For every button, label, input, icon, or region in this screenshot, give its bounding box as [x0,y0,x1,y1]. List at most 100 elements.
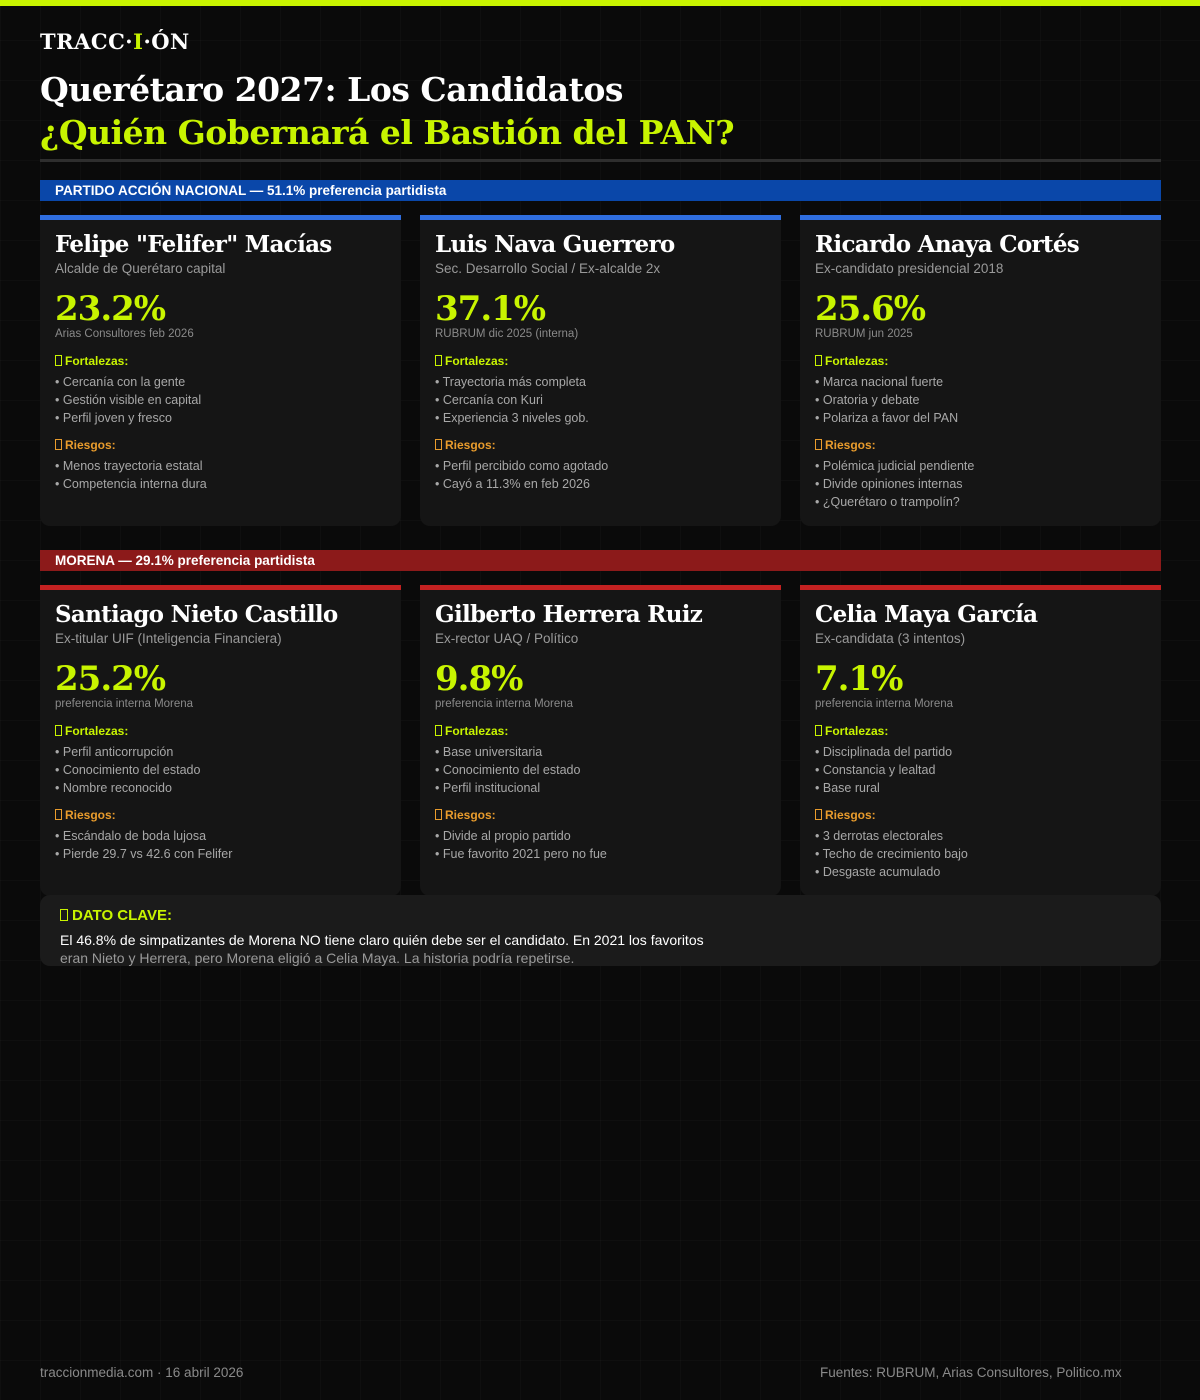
strengths-list: Disciplinada del partido Constancia y le… [815,743,952,797]
list-item: Desgaste acumulado [815,863,968,881]
list-item: Polémica judicial pendiente [815,457,974,475]
candidate-role: Sec. Desarrollo Social / Ex-alcalde 2x [435,261,661,276]
list-item: Pierde 29.7 vs 42.6 con Felifer [55,845,233,863]
party-banner-morena: MORENA — 29.1% preferencia partidista [40,550,1161,571]
strengths-list: Marca nacional fuerte Oratoria y debate … [815,373,958,427]
risks-heading: Riesgos: [815,438,876,452]
candidate-role: Ex-rector UAQ / Político [435,631,579,646]
list-item: Base rural [815,779,952,797]
risks-list: Perfil percibido como agotado Cayó a 11.… [435,457,608,493]
poll-source: RUBRUM dic 2025 (interna) [435,328,579,340]
list-item: Conocimiento del estado [55,761,201,779]
key-fact-icon [60,909,68,921]
strengths-icon [55,725,62,736]
risks-heading: Riesgos: [55,438,116,452]
candidate-card-herrera: Gilberto Herrera Ruiz Ex-rector UAQ / Po… [420,585,781,896]
list-item: Cayó a 11.3% en feb 2026 [435,475,608,493]
list-item: Polariza a favor del PAN [815,409,958,427]
strengths-icon [815,725,822,736]
strengths-heading: Fortalezas: [435,354,508,368]
candidate-percentage: 23.2% [55,289,166,329]
warning-icon [55,439,62,450]
header-divider [40,159,1161,162]
footer-site-date: traccionmedia.com · 16 abril 2026 [40,1365,244,1380]
candidate-name: Luis Nava Guerrero [435,231,675,258]
card-accent [800,585,1161,590]
risks-heading: Riesgos: [815,808,876,822]
strengths-heading: Fortalezas: [815,354,888,368]
list-item: Divide al propio partido [435,827,607,845]
card-accent [800,215,1161,220]
poll-source: preferencia interna Morena [815,698,954,710]
risks-heading: Riesgos: [435,438,496,452]
list-item: Escándalo de boda lujosa [55,827,232,845]
warning-icon [435,439,442,450]
list-item: Experiencia 3 niveles gob. [435,409,589,427]
candidate-role: Ex-candidato presidencial 2018 [815,261,1004,276]
strengths-icon [435,725,442,736]
strengths-list: Cercanía con la gente Gestión visible en… [55,373,201,427]
warning-icon [815,439,822,450]
card-accent [40,215,401,220]
list-item: Base universitaria [435,743,580,761]
list-item: Perfil anticorrupción [55,743,200,761]
risks-heading: Riesgos: [435,808,496,822]
risks-list: Escándalo de boda lujosa Pierde 29.7 vs … [55,827,233,863]
card-accent [420,585,781,590]
list-item: Trayectoria más completa [435,373,589,391]
poll-source: preferencia interna Morena [55,698,194,710]
footer-sources: Fuentes: RUBRUM, Arias Consultores, Poli… [820,1365,1122,1380]
key-fact-line-2: eran Nieto y Herrera, pero Morena eligió… [60,950,575,966]
page-title: Querétaro 2027: Los Candidatos [40,70,623,109]
list-item: Perfil institucional [435,779,580,797]
brand-logo: TRACC·I·ÓN [40,29,190,54]
strengths-list: Trayectoria más completa Cercanía con Ku… [435,373,589,427]
candidate-percentage: 25.6% [815,289,926,329]
candidate-role: Ex-titular UIF (Inteligencia Financiera) [55,631,282,646]
candidate-name: Santiago Nieto Castillo [55,601,338,628]
list-item: Disciplinada del partido [815,743,952,761]
risks-heading: Riesgos: [55,808,116,822]
warning-icon [815,809,822,820]
warning-icon [435,809,442,820]
candidate-name: Ricardo Anaya Cortés [815,231,1080,258]
risks-list: 3 derrotas electorales Techo de crecimie… [815,827,968,881]
list-item: 3 derrotas electorales [815,827,968,845]
candidate-role: Alcalde de Querétaro capital [55,261,226,276]
candidate-card-nava: Luis Nava Guerrero Sec. Desarrollo Socia… [420,215,781,526]
list-item: Gestión visible en capital [55,391,201,409]
poll-source: Arias Consultores feb 2026 [55,328,194,340]
list-item: Fue favorito 2021 pero no fue [435,845,607,863]
candidate-card-anaya: Ricardo Anaya Cortés Ex-candidato presid… [800,215,1161,526]
list-item: Cercanía con la gente [55,373,201,391]
candidate-percentage: 9.8% [435,659,523,699]
list-item: Perfil joven y fresco [55,409,201,427]
candidate-name: Felipe "Felifer" Macías [55,231,332,258]
candidate-percentage: 25.2% [55,659,166,699]
list-item: Menos trayectoria estatal [55,457,207,475]
list-item: Marca nacional fuerte [815,373,958,391]
list-item: Competencia interna dura [55,475,207,493]
strengths-list: Perfil anticorrupción Conocimiento del e… [55,743,201,797]
candidate-percentage: 37.1% [435,289,546,329]
candidate-name: Celia Maya García [815,601,1038,628]
candidate-name: Gilberto Herrera Ruiz [435,601,703,628]
candidate-percentage: 7.1% [815,659,903,699]
key-fact-heading: DATO CLAVE: [60,907,172,924]
candidate-card-macias: Felipe "Felifer" Macías Alcalde de Queré… [40,215,401,526]
list-item: Nombre reconocido [55,779,200,797]
poll-source: RUBRUM jun 2025 [815,328,913,340]
list-item: ¿Querétaro o trampolín? [815,493,974,511]
strengths-icon [55,355,62,366]
list-item: Conocimiento del estado [435,761,581,779]
risks-list: Polémica judicial pendiente Divide opini… [815,457,974,511]
strengths-heading: Fortalezas: [55,724,128,738]
warning-icon [55,809,62,820]
page-subtitle: ¿Quién Gobernará el Bastión del PAN? [40,113,735,152]
list-item: Divide opiniones internas [815,475,974,493]
strengths-icon [815,355,822,366]
card-accent [420,215,781,220]
list-item: Constancia y lealtad [815,761,952,779]
party-banner-pan: PARTIDO ACCIÓN NACIONAL — 51.1% preferen… [40,180,1161,201]
risks-list: Divide al propio partido Fue favorito 20… [435,827,607,863]
